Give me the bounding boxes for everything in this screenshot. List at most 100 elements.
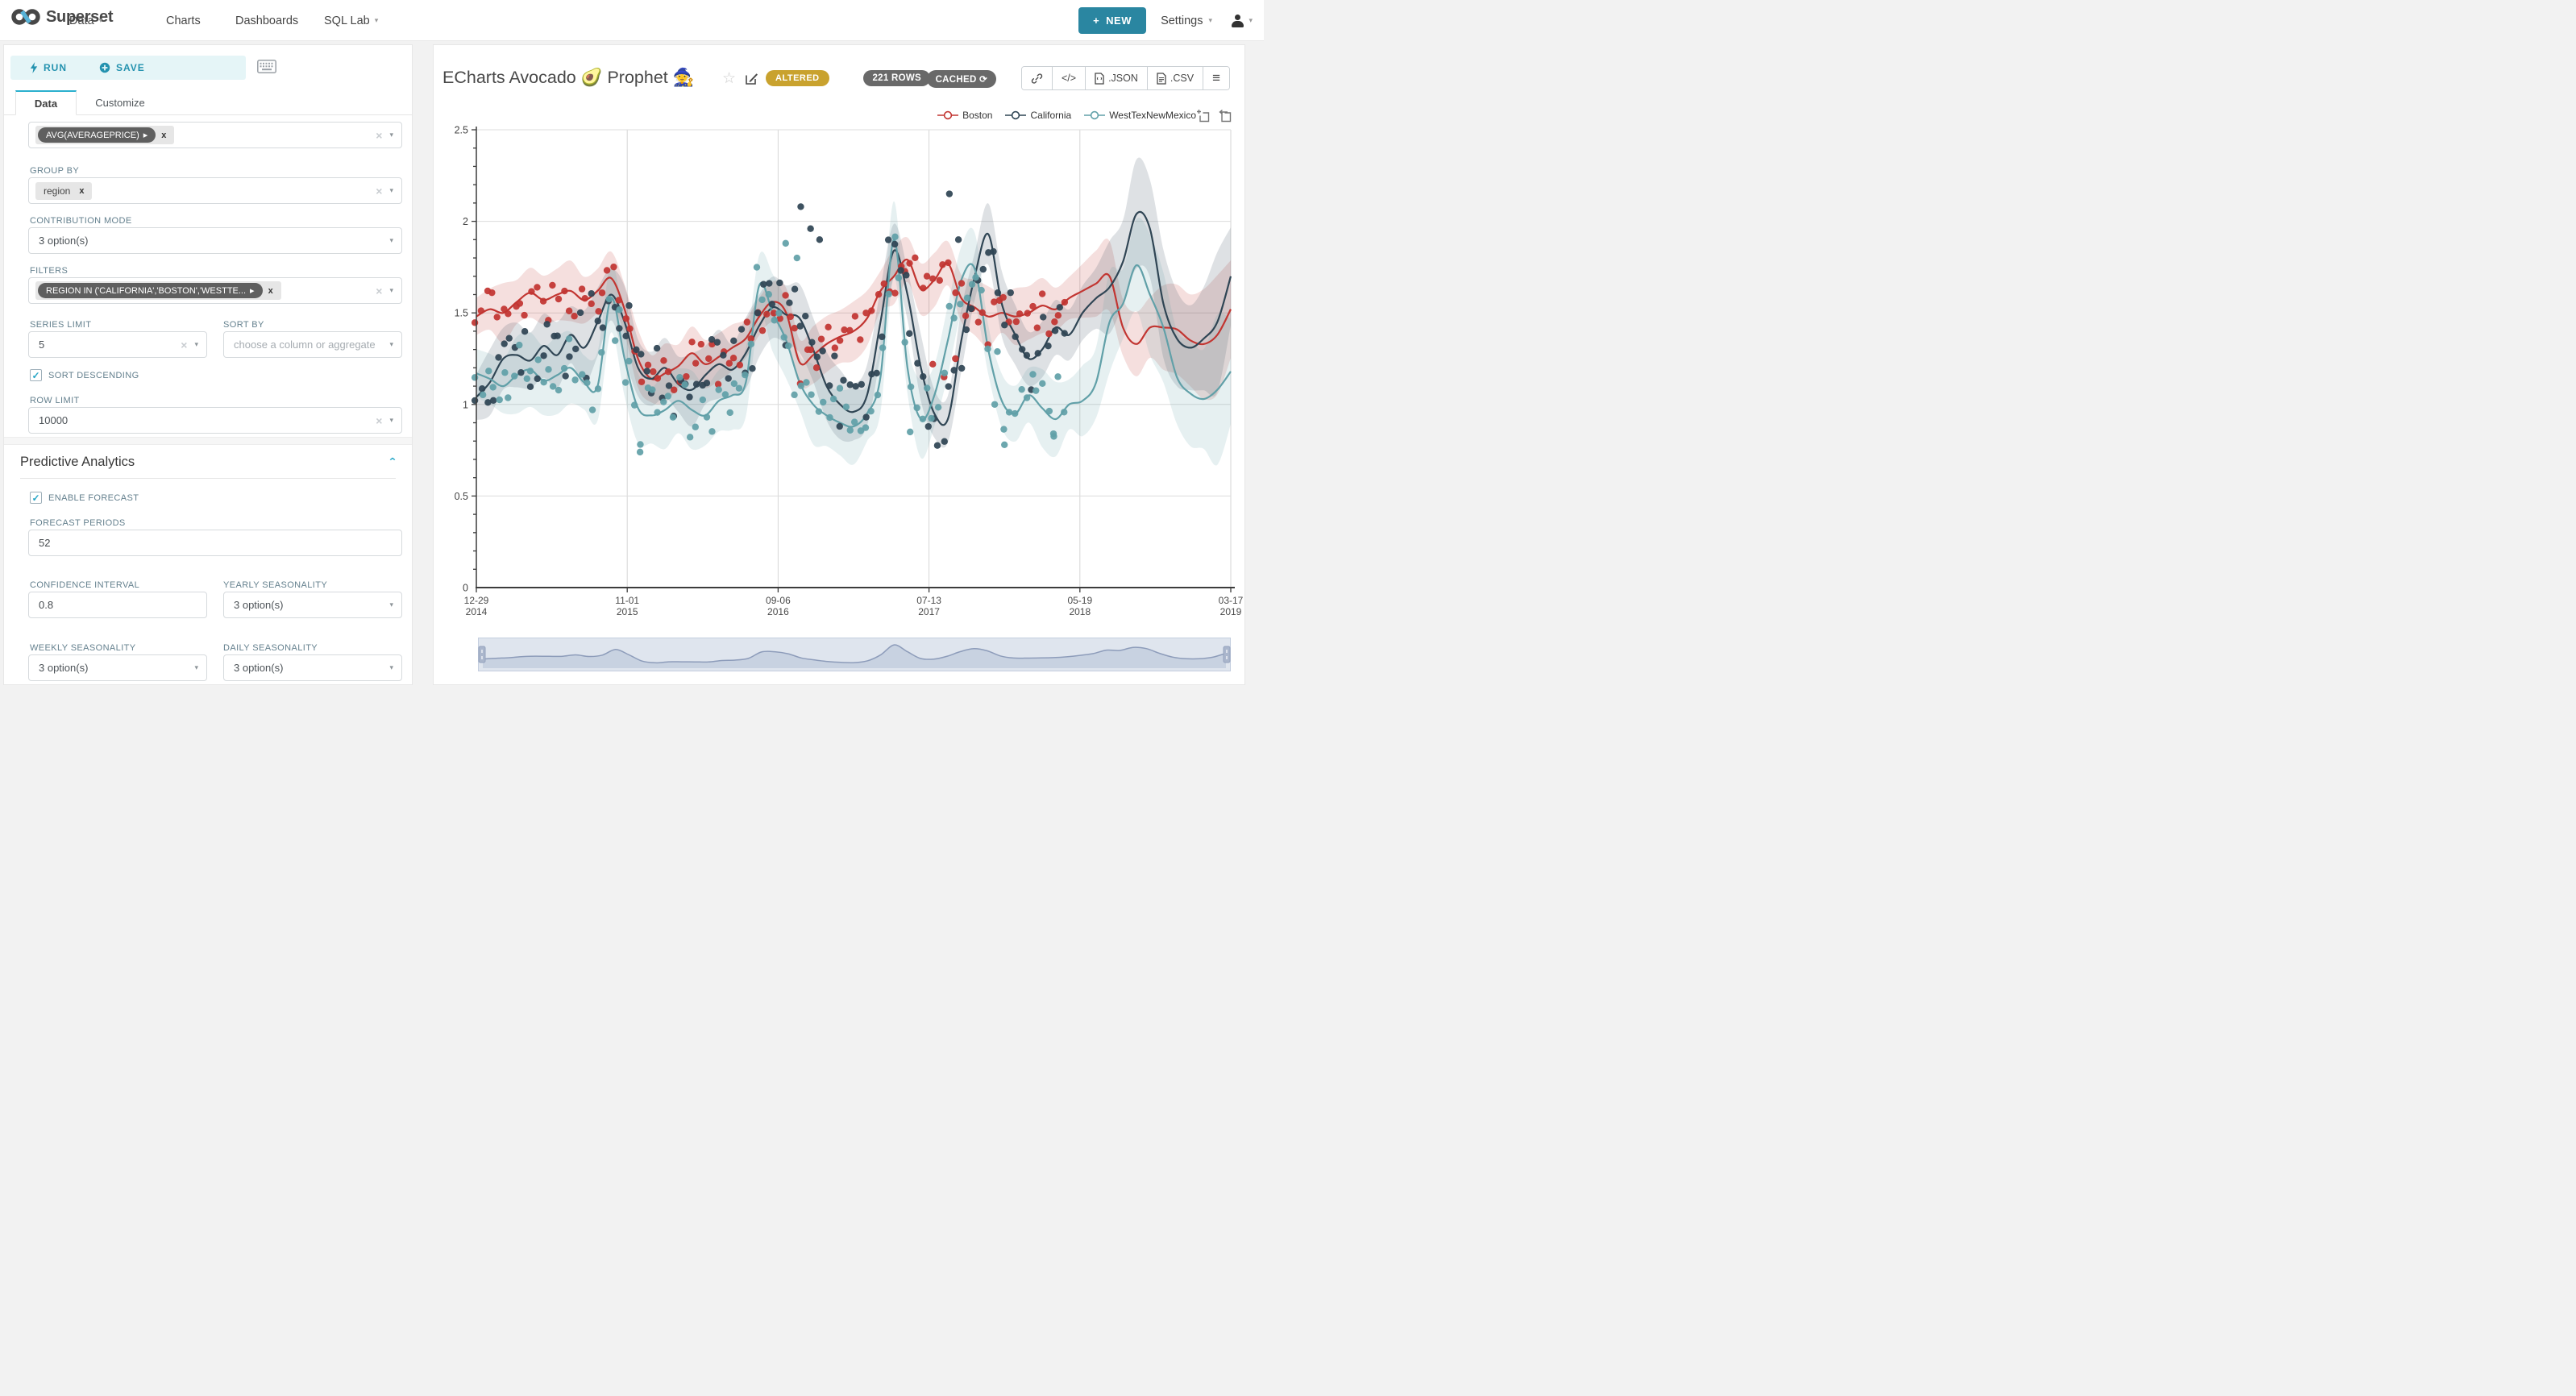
confidence-band-california — [476, 157, 1231, 448]
row-count-pill: 221 ROWS — [863, 70, 930, 86]
pill-arrow-icon: ▸ — [143, 131, 148, 140]
edit-title-icon[interactable] — [745, 72, 758, 85]
save-button[interactable]: SAVE — [99, 62, 145, 73]
file-csv-icon — [1157, 72, 1166, 85]
zoom-select-icon[interactable] — [1196, 109, 1210, 123]
chevron-down-icon: ▾ — [389, 236, 393, 244]
nav-item-sql-lab[interactable]: SQL Lab ▾ — [324, 14, 379, 27]
daily-seasonality-select[interactable]: 3 option(s) ▾ — [223, 654, 402, 681]
chevron-down-icon: ▾ — [389, 186, 393, 194]
user-menu[interactable]: ▾ — [1232, 0, 1253, 41]
chevron-down-icon: ▾ — [389, 286, 393, 294]
filter-pill[interactable]: REGION IN ('CALIFORNIA','BOSTON','WESTTE… — [38, 283, 263, 298]
slider-handle-left[interactable] — [478, 646, 486, 663]
group-by-select[interactable]: region x × ▾ — [28, 177, 402, 204]
new-button[interactable]: + NEW — [1078, 7, 1146, 34]
contribution-mode-label: CONTRIBUTION MODE — [30, 216, 132, 226]
settings-menu[interactable]: Settings ▾ — [1161, 14, 1212, 27]
chevron-down-icon: ▾ — [1208, 16, 1212, 24]
checkbox-checked-icon: ✓ — [30, 369, 42, 381]
forecast-periods-label: FORECAST PERIODS — [30, 518, 126, 528]
series-limit-select[interactable]: 5 × ▾ — [28, 331, 207, 358]
group-by-label: GROUP BY — [30, 166, 80, 176]
forecast-periods-input[interactable] — [28, 530, 402, 556]
copy-link-button[interactable] — [1022, 67, 1053, 89]
time-range-slider[interactable] — [478, 638, 1231, 671]
altered-badge: ALTERED — [766, 70, 829, 86]
more-options-button[interactable]: ≡ — [1203, 67, 1229, 89]
slider-handle-right[interactable] — [1223, 646, 1231, 663]
weekly-seasonality-select[interactable]: 3 option(s) ▾ — [28, 654, 207, 681]
code-icon: </​> — [1062, 73, 1077, 84]
y-axis-label: 1.5 — [455, 308, 468, 319]
chevron-down-icon: ▾ — [1249, 16, 1253, 24]
x-axis-label: 11-01 2015 — [615, 595, 639, 617]
y-axis-label: 1 — [463, 399, 468, 410]
heading-divider — [20, 478, 396, 479]
remove-metric-icon[interactable]: x — [161, 130, 167, 140]
clear-icon[interactable]: × — [376, 128, 383, 142]
legend-symbol — [937, 110, 959, 120]
filters-select[interactable]: REGION IN ('CALIFORNIA','BOSTON','WESTTE… — [28, 277, 402, 304]
favorite-star-icon[interactable]: ☆ — [722, 70, 737, 87]
clear-icon[interactable]: × — [181, 338, 188, 351]
x-axis-label: 12-29 2014 — [464, 595, 489, 617]
refresh-icon: ⟳ — [979, 75, 987, 85]
cached-pill[interactable]: CACHED ⟳ — [926, 70, 996, 88]
nav-item-data[interactable]: Data ▾ — [69, 14, 103, 27]
restore-zoom-icon[interactable] — [1218, 109, 1232, 123]
keyboard-shortcut-icon[interactable] — [257, 60, 276, 73]
y-axis-label: 0.5 — [455, 491, 468, 502]
filter-chip: REGION IN ('CALIFORNIA','BOSTON','WESTTE… — [35, 281, 281, 300]
export-json-button[interactable]: .JSON — [1086, 67, 1148, 89]
export-csv-button[interactable]: .CSV — [1147, 67, 1204, 89]
nav-item-dashboards[interactable]: Dashboards — [235, 14, 299, 27]
superset-logo[interactable]: Superset — [11, 7, 113, 27]
slider-svg — [478, 638, 1231, 671]
enable-forecast-checkbox[interactable]: ✓ ENABLE FORECAST — [30, 492, 139, 504]
lightning-icon — [30, 62, 38, 73]
daily-seasonality-label: DAILY SEASONALITY — [223, 643, 318, 653]
user-icon — [1232, 15, 1244, 27]
legend-symbol — [1084, 110, 1106, 120]
tab-data[interactable]: Data — [15, 90, 77, 115]
metrics-select[interactable]: AVG(AVERAGEPRICE) ▸ x × ▾ — [28, 122, 402, 148]
yearly-seasonality-label: YEARLY SEASONALITY — [223, 580, 328, 590]
run-save-toolbar: RUN SAVE — [10, 56, 246, 80]
sort-by-select[interactable]: choose a column or aggregate ▾ — [223, 331, 402, 358]
clear-icon[interactable]: × — [376, 284, 383, 297]
brand-name: Superset — [46, 7, 114, 26]
yearly-seasonality-select[interactable]: 3 option(s) ▾ — [223, 592, 402, 618]
forecast-chart[interactable]: 0 0.5 1 1.5 2 2.5 12-29 2014 11-01 2015 09-06 2016 0… — [434, 123, 1246, 633]
metric-pill[interactable]: AVG(AVERAGEPRICE) ▸ — [38, 127, 156, 143]
chevron-down-icon: ▾ — [389, 416, 393, 424]
metric-chip: AVG(AVERAGEPRICE) ▸ x — [35, 126, 175, 144]
weekly-seasonality-label: WEEKLY SEASONALITY — [30, 643, 136, 653]
row-limit-select[interactable]: 10000 × ▾ — [28, 407, 402, 434]
embed-code-button[interactable]: </​> — [1053, 67, 1086, 89]
tab-customize[interactable]: Customize — [95, 97, 145, 109]
legend-item-westtexnewmexico[interactable]: WestTexNewMexico — [1084, 110, 1196, 121]
run-button[interactable]: RUN — [30, 62, 67, 73]
chart-svg: 0 0.5 1 1.5 2 2.5 12-29 2014 11-01 2015 09-06 2016 0… — [455, 125, 1244, 618]
confidence-interval-input[interactable] — [28, 592, 207, 618]
section-divider — [4, 437, 412, 445]
trend-line-boston — [476, 259, 1232, 380]
contribution-mode-select[interactable]: 3 option(s) ▾ — [28, 227, 402, 254]
clear-icon[interactable]: × — [376, 413, 383, 427]
chevron-down-icon: ▾ — [98, 16, 103, 24]
navbar: Superset Data ▾ Charts Dashboards SQL Lab ▾ +… — [0, 0, 1264, 41]
plus-icon: + — [1093, 15, 1100, 27]
sort-descending-checkbox[interactable]: ✓ SORT DESCENDING — [30, 369, 139, 381]
nav-item-charts[interactable]: Charts — [166, 14, 201, 27]
remove-group-by-icon[interactable]: x — [79, 185, 85, 196]
chart-toolbox — [1196, 109, 1232, 123]
remove-filter-icon[interactable]: x — [268, 285, 273, 296]
legend-label: Boston — [962, 110, 993, 121]
legend-item-boston[interactable]: Boston — [937, 110, 992, 121]
legend-item-california[interactable]: California — [1005, 110, 1071, 121]
chart-legend: Boston California WestTexNewMexico — [937, 110, 1196, 121]
collapse-section-icon[interactable]: ⌃ — [388, 455, 397, 467]
x-axis-label: 05-19 2018 — [1067, 595, 1092, 617]
clear-icon[interactable]: × — [376, 184, 383, 197]
